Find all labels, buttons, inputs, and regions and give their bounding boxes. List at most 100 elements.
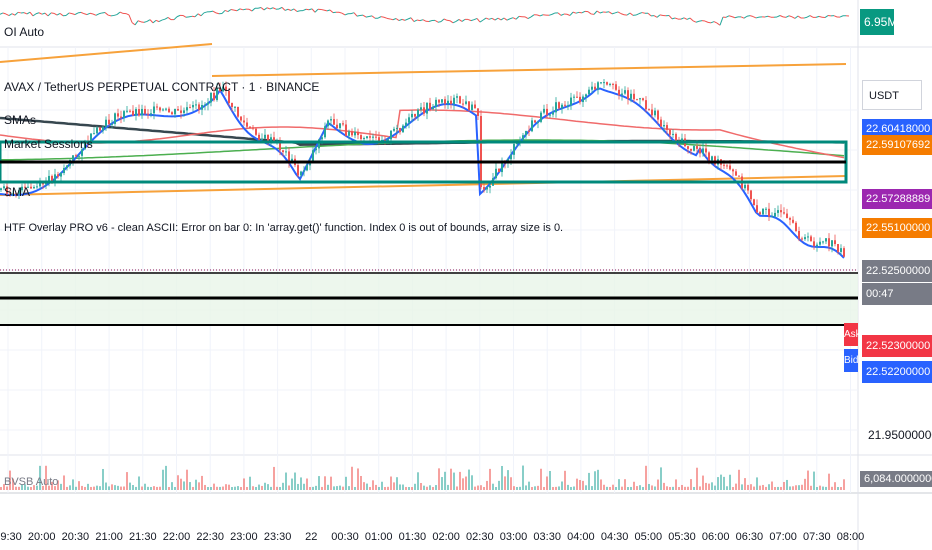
volume-bar (807, 470, 809, 490)
volume-bar (360, 475, 362, 490)
volume-bar (579, 479, 581, 490)
currency-label[interactable]: USDT (862, 80, 922, 110)
candle-body (423, 107, 425, 114)
candle-body (447, 100, 449, 104)
volume-bar (45, 465, 47, 490)
oi-series-segment (143, 20, 148, 23)
volume-bar (576, 478, 578, 490)
candle-body (0, 188, 2, 190)
oi-series-segment (452, 21, 457, 24)
oi-series-segment (86, 12, 91, 16)
candle-body (225, 86, 227, 91)
volume-bar (531, 486, 533, 490)
volume-bar (810, 485, 812, 490)
candle-body (288, 151, 290, 163)
volume-bar (264, 482, 266, 490)
candle-body (159, 107, 161, 111)
oi-series-segment (536, 14, 541, 17)
oi-series-segment (551, 12, 556, 15)
candle-body (708, 152, 710, 161)
candle-body (114, 113, 116, 124)
volume-bar (636, 486, 638, 490)
volume-bar (120, 486, 122, 490)
oi-series-segment (383, 16, 388, 19)
legend-smas[interactable]: SMAs (4, 113, 37, 127)
volume-bar (573, 486, 575, 490)
volume-bar (759, 485, 761, 490)
volume-bar (462, 478, 464, 490)
candle-body (564, 104, 566, 106)
symbol-title[interactable]: AVAX / TetherUS PERPETUAL CONTRACT · 1 ·… (4, 80, 320, 94)
candle-body (672, 133, 674, 135)
oi-series-segment (311, 8, 316, 13)
volume-bar (783, 481, 785, 490)
legend-sma[interactable]: SMA (4, 185, 31, 199)
volume-bar (669, 486, 671, 490)
volume-bar (36, 485, 38, 490)
volume-bar (312, 486, 314, 490)
oi-series-segment (710, 21, 715, 24)
bid-tab[interactable]: Bid (844, 349, 858, 372)
time-axis-label: 04:30 (600, 531, 629, 543)
time-axis-label: 06:00 (701, 531, 730, 543)
oi-series-segment (197, 13, 202, 17)
oi-series-segment (776, 15, 781, 18)
oi-series-segment (488, 17, 493, 20)
oi-series-segment (728, 15, 733, 18)
volume-bar (513, 486, 515, 490)
candle-body (9, 193, 11, 195)
oi-series-segment (263, 7, 268, 11)
volume-bar (228, 484, 230, 490)
legend-market-sessions[interactable]: Market Sessions (4, 137, 93, 151)
volume-bar (471, 475, 473, 490)
oi-series-segment (416, 19, 421, 22)
volume-bar (684, 486, 686, 490)
candle-body (450, 100, 452, 104)
candle-body (270, 137, 272, 143)
oi-series-segment (2, 12, 7, 15)
candle-body (264, 134, 266, 139)
time-axis-label: 20:30 (61, 531, 90, 543)
volume-bar (249, 476, 251, 490)
volume-bar (537, 485, 539, 490)
oi-series-segment (653, 15, 658, 18)
oi-series-segment (764, 15, 769, 18)
volume-bar (831, 486, 833, 490)
candle-body (711, 156, 713, 161)
volume-bar (609, 486, 611, 490)
candle-body (408, 117, 410, 123)
oi-series-segment (344, 13, 349, 16)
oi-series-segment (767, 15, 772, 18)
volume-bar (444, 471, 446, 490)
volume-bar (150, 486, 152, 490)
volume-bar (165, 465, 167, 490)
oi-series-segment (128, 14, 133, 23)
candle-body (681, 138, 683, 142)
ask-tab[interactable]: Ask (844, 323, 861, 346)
volume-bar (138, 476, 140, 490)
volume-bar (240, 486, 242, 490)
volume-bar (246, 486, 248, 490)
candle-body (66, 165, 68, 168)
volume-bar (792, 486, 794, 490)
candle-body (429, 102, 431, 110)
volume-bar (51, 481, 53, 490)
candle-body (336, 124, 338, 129)
volume-bar (174, 486, 176, 490)
volume-bar (732, 486, 734, 490)
volume-bar (594, 471, 596, 490)
oi-series-segment (137, 20, 142, 23)
oi-series-segment (746, 15, 751, 17)
candle-body (798, 231, 800, 239)
oi-series-segment (785, 15, 790, 18)
volume-bar (231, 487, 233, 490)
volume-bar (204, 484, 206, 490)
candle-body (690, 148, 692, 151)
time-axis-label: 19:30 (0, 531, 22, 543)
volume-bar (345, 476, 347, 490)
oi-series-segment (212, 10, 217, 14)
candle-body (315, 148, 317, 151)
oi-series-segment (215, 12, 220, 15)
time-axis-label: 07:00 (769, 531, 797, 543)
